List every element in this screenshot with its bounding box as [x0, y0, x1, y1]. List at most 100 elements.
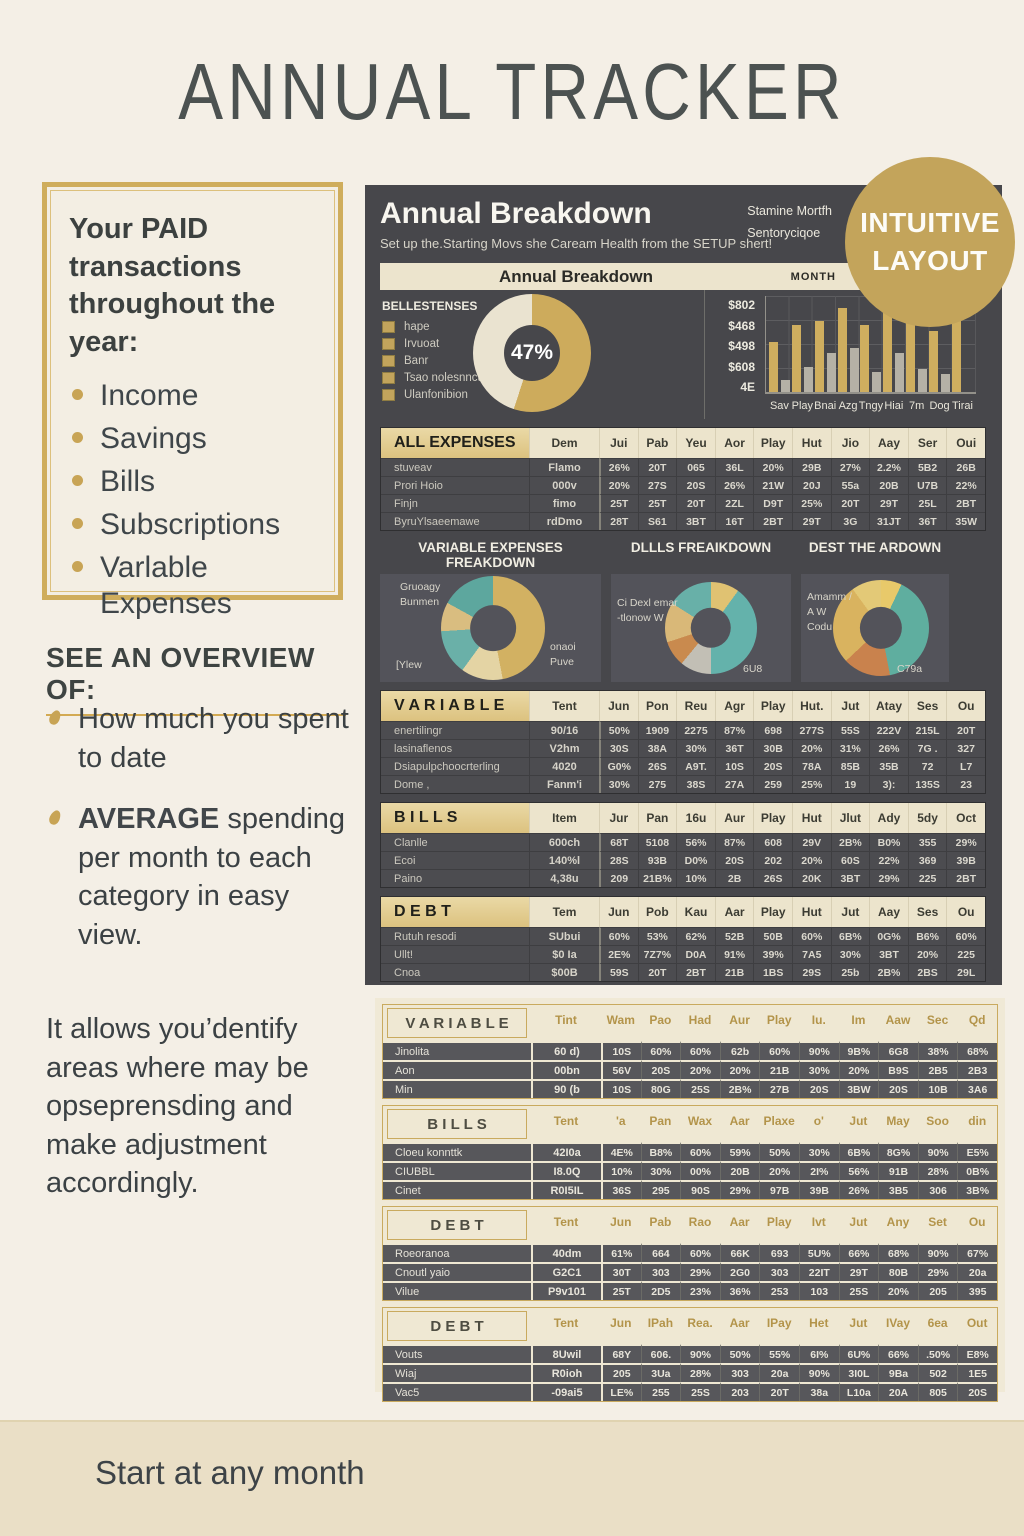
cell-value: 29% [917, 1262, 958, 1281]
overview-bullet: How much you spent to date [47, 700, 352, 777]
column-header: Aay [869, 897, 908, 927]
secondary-bar [895, 352, 905, 392]
row-label: Cinet [383, 1180, 531, 1199]
column-header: Pob [637, 897, 677, 927]
row-label: Ullt! [381, 945, 529, 963]
cell-value: 205 [601, 1363, 641, 1382]
cell-value: 3Ua [640, 1363, 681, 1382]
cell-value: 19 [830, 775, 870, 793]
cell-value: 2E% [599, 945, 638, 963]
cell-value: 22% [946, 476, 985, 494]
cell-value: 38S [676, 775, 715, 793]
legend-label: Irvuoat [404, 338, 440, 350]
cell-value: 2B% [719, 1079, 760, 1098]
column-header: Any [886, 1215, 910, 1229]
row-label: Wiaj [383, 1363, 531, 1382]
cell-value: 20% [907, 945, 947, 963]
cell-value: 30T [601, 1262, 641, 1281]
row-label: ByruYlsaeemawe [381, 512, 529, 530]
cell-value: 20a [957, 1262, 997, 1281]
cell-value: 3G [830, 512, 870, 530]
cell-value: 72 [907, 757, 947, 775]
cell-value: 2ZL [714, 494, 754, 512]
cell-value: 55% [759, 1344, 799, 1363]
x-axis-tick-label: 7m [909, 400, 925, 412]
cell-value: 2BT [946, 494, 985, 512]
cell-value: 25S [680, 1079, 720, 1098]
bar-group: Dog [929, 296, 951, 412]
column-header: Atay [869, 691, 908, 721]
corner-line: Sentoryciqoe [747, 225, 821, 240]
legend-swatch-icon [382, 338, 395, 350]
column-header: May [886, 1114, 910, 1128]
cell-value: 4E% [601, 1142, 641, 1161]
cell-value: 85B [830, 757, 870, 775]
column-header: Pon [637, 691, 677, 721]
cell-value: 68% [878, 1243, 918, 1262]
row-item: Flamo [529, 458, 599, 476]
cell-value: 31JT [869, 512, 908, 530]
cell-value: 6I% [798, 1344, 839, 1363]
bar-group: Tngy [859, 296, 883, 412]
cell-value: 60% [599, 927, 638, 945]
cell-value: 805 [917, 1382, 958, 1401]
cell-value: 36L [714, 458, 754, 476]
column-header: Ou [968, 1215, 986, 1229]
column-header: Had [688, 1013, 712, 1027]
legend-swatch-icon [382, 372, 395, 384]
cell-value: 39B [798, 1180, 839, 1199]
cell-value: 60% [791, 927, 831, 945]
cell-value: 3BW [838, 1079, 879, 1098]
cell-value: 31% [830, 739, 870, 757]
cell-value: 29% [680, 1262, 720, 1281]
cell-value: 29% [869, 869, 908, 887]
cell-value: 225 [907, 869, 947, 887]
cell-value: 20T [830, 494, 870, 512]
column-header: Ou [946, 897, 985, 927]
cell-value: 3B% [957, 1180, 997, 1199]
cell-value: 3I0L [838, 1363, 879, 1382]
cell-value: 20K [791, 869, 831, 887]
cell-value: 38a [798, 1382, 839, 1401]
cell-value: 93B [637, 851, 677, 869]
bar-group: Sav [768, 296, 790, 412]
badge-line: INTUITIVE [860, 207, 1000, 239]
table-title: D E B T [387, 1210, 527, 1240]
cell-value: 255 [640, 1382, 681, 1401]
overview-bullet-text: AVERAGE spending per month to each categ… [78, 800, 352, 954]
cell-value: 225 [946, 945, 985, 963]
donut-hole [859, 606, 903, 650]
row-label: Paino [381, 869, 529, 887]
column-header: Jut [830, 897, 870, 927]
overview-bullet: AVERAGE spending per month to each categ… [47, 800, 352, 954]
donut-chart [665, 582, 757, 674]
debt-table-light: D E B T Tent Jun Pab Rao Aar Play Ivt Jut Any Set O… [382, 1206, 998, 1301]
cell-value: 50% [719, 1344, 760, 1363]
row-item: Fanm'i [529, 775, 599, 793]
bullet-dot-icon [72, 474, 83, 486]
column-header: Tent [529, 691, 599, 721]
cell-value: U7B [907, 476, 947, 494]
column-header: Pan [637, 803, 677, 833]
cell-value: 20a [759, 1363, 799, 1382]
overview-heading: SEE AN OVERVIEW OF: [46, 642, 346, 716]
row-item: $00B [529, 963, 599, 981]
cell-value: 22% [869, 851, 908, 869]
cell-value: 20% [599, 476, 638, 494]
donut-label: C79a [897, 663, 923, 675]
cell-value: 20J [791, 476, 831, 494]
overview-bullet-text: How much you spent to date [78, 703, 349, 774]
cell-value: 20% [759, 1161, 799, 1180]
primary-bar [951, 315, 961, 392]
legend-label: Banr [404, 355, 429, 367]
list-item-label: Varlable Expenses [100, 550, 232, 620]
legend: hape Irvuoat Banr Tsao nolesnncu Ulanfonibio… [382, 321, 484, 406]
column-header: Ivt [811, 1215, 826, 1229]
donut-label: Amamm / A W Codu [807, 591, 852, 634]
row-label: Cloeu konnttk [383, 1142, 531, 1161]
cell-value: 295 [640, 1180, 681, 1199]
cell-value: 30B [753, 739, 792, 757]
footer-text: Start at any month [95, 1454, 365, 1491]
cell-value: 27B [759, 1079, 799, 1098]
row-label: Dsiapulpchoocrterling [381, 757, 529, 775]
